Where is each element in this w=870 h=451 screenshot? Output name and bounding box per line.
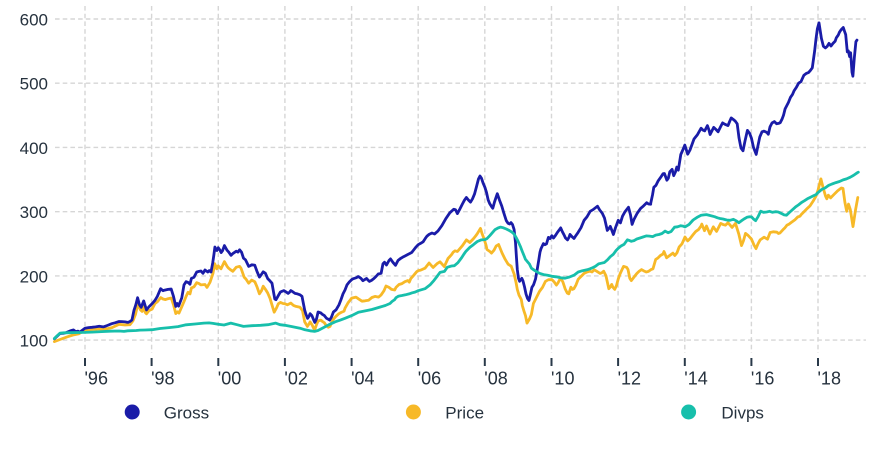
svg-text:'12: '12 <box>618 369 641 389</box>
svg-text:'96: '96 <box>85 369 108 389</box>
svg-text:Gross: Gross <box>164 404 209 423</box>
svg-text:'16: '16 <box>751 369 774 389</box>
svg-text:'14: '14 <box>684 369 707 389</box>
svg-text:'18: '18 <box>818 369 841 389</box>
svg-text:400: 400 <box>20 139 48 158</box>
svg-text:500: 500 <box>20 75 48 94</box>
svg-text:'04: '04 <box>351 369 374 389</box>
svg-text:'98: '98 <box>151 369 174 389</box>
svg-text:'00: '00 <box>218 369 241 389</box>
svg-text:'08: '08 <box>484 369 507 389</box>
svg-text:600: 600 <box>20 11 48 30</box>
svg-text:'02: '02 <box>284 369 307 389</box>
svg-text:100: 100 <box>20 332 48 351</box>
svg-text:'06: '06 <box>418 369 441 389</box>
svg-text:200: 200 <box>20 267 48 286</box>
svg-text:Price: Price <box>445 404 484 423</box>
svg-text:Divps: Divps <box>721 404 764 423</box>
svg-text:300: 300 <box>20 203 48 222</box>
svg-text:'10: '10 <box>551 369 574 389</box>
